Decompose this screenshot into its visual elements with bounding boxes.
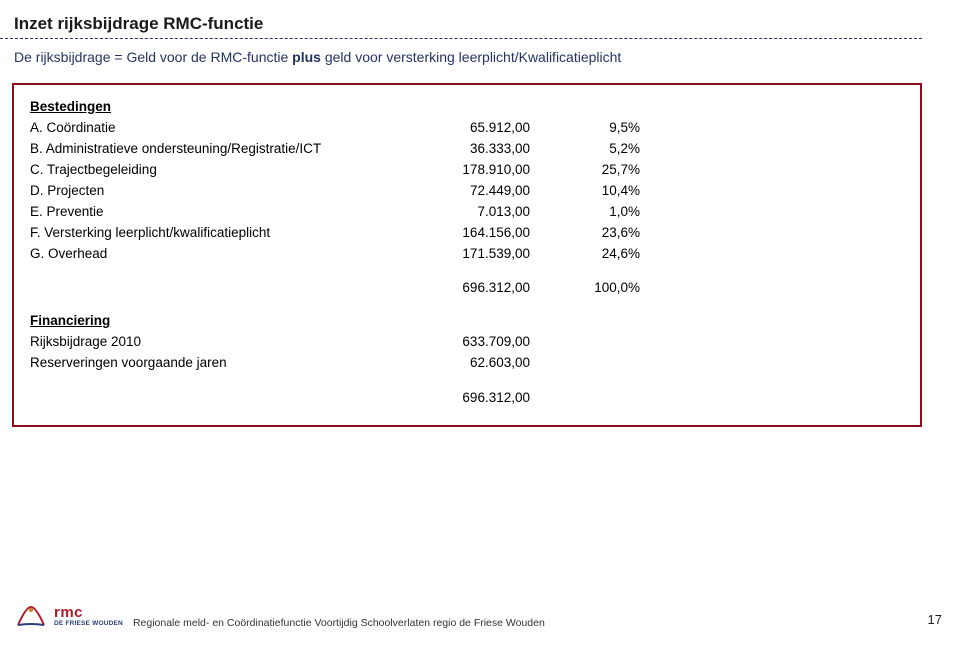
row-pct: 25,7% [530, 160, 640, 181]
row-pct: 1,0% [530, 202, 640, 223]
row-pct: 100,0% [530, 278, 640, 299]
subtitle-bold: plus [292, 49, 321, 65]
table-row-total: 696.312,00 [30, 388, 904, 409]
page-footer: rmc DE FRIESE WOUDEN Regionale meld- en … [14, 601, 942, 631]
row-amount: 65.912,00 [410, 118, 530, 139]
table-row: A. Coördinatie 65.912,00 9,5% [30, 118, 904, 139]
row-label: Reserveringen voorgaande jaren [30, 353, 410, 374]
row-label: D. Projecten [30, 181, 410, 202]
table-row: D. Projecten 72.449,00 10,4% [30, 181, 904, 202]
table-row: B. Administratieve ondersteuning/Registr… [30, 139, 904, 160]
row-amount: 7.013,00 [410, 202, 530, 223]
row-amount: 696.312,00 [410, 388, 530, 409]
data-panel: Bestedingen A. Coördinatie 65.912,00 9,5… [12, 83, 922, 427]
row-label: C. Trajectbegeleiding [30, 160, 410, 181]
logo-text-bottom: DE FRIESE WOUDEN [54, 620, 123, 627]
table-row-total: 696.312,00 100,0% [30, 278, 904, 299]
page-subtitle: De rijksbijdrage = Geld voor de RMC-func… [0, 39, 960, 83]
row-amount: 178.910,00 [410, 160, 530, 181]
row-pct: 10,4% [530, 181, 640, 202]
table-row: G. Overhead 171.539,00 24,6% [30, 244, 904, 265]
row-label: F. Versterking leerplicht/kwalificatiepl… [30, 223, 410, 244]
row-pct: 5,2% [530, 139, 640, 160]
row-amount: 72.449,00 [410, 181, 530, 202]
row-label: B. Administratieve ondersteuning/Registr… [30, 139, 410, 160]
table-row: F. Versterking leerplicht/kwalificatiepl… [30, 223, 904, 244]
page-number: 17 [928, 612, 942, 631]
row-label: A. Coördinatie [30, 118, 410, 139]
financiering-heading: Financiering [30, 313, 904, 328]
row-label: E. Preventie [30, 202, 410, 223]
footer-caption: Regionale meld- en Coördinatiefunctie Vo… [133, 617, 545, 631]
table-row: Rijksbijdrage 2010 633.709,00 [30, 332, 904, 353]
row-pct: 9,5% [530, 118, 640, 139]
table-row: Reserveringen voorgaande jaren 62.603,00 [30, 353, 904, 374]
row-amount: 171.539,00 [410, 244, 530, 265]
row-amount: 36.333,00 [410, 139, 530, 160]
row-amount: 696.312,00 [410, 278, 530, 299]
row-label: G. Overhead [30, 244, 410, 265]
row-label: Rijksbijdrage 2010 [30, 332, 410, 353]
page-title: Inzet rijksbijdrage RMC-functie [0, 0, 922, 39]
row-amount: 633.709,00 [410, 332, 530, 353]
row-pct: 24,6% [530, 244, 640, 265]
row-amount: 62.603,00 [410, 353, 530, 374]
row-amount: 164.156,00 [410, 223, 530, 244]
bestedingen-heading: Bestedingen [30, 99, 904, 114]
logo-text-top: rmc [54, 605, 123, 620]
row-pct: 23,6% [530, 223, 640, 244]
row-label [30, 278, 410, 299]
table-row: C. Trajectbegeleiding 178.910,00 25,7% [30, 160, 904, 181]
logo-icon [14, 601, 48, 631]
logo: rmc DE FRIESE WOUDEN [14, 601, 123, 631]
subtitle-suffix: geld voor versterking leerplicht/Kwalifi… [321, 49, 621, 65]
table-row: E. Preventie 7.013,00 1,0% [30, 202, 904, 223]
row-label [30, 388, 410, 409]
subtitle-prefix: De rijksbijdrage = Geld voor de RMC-func… [14, 49, 292, 65]
